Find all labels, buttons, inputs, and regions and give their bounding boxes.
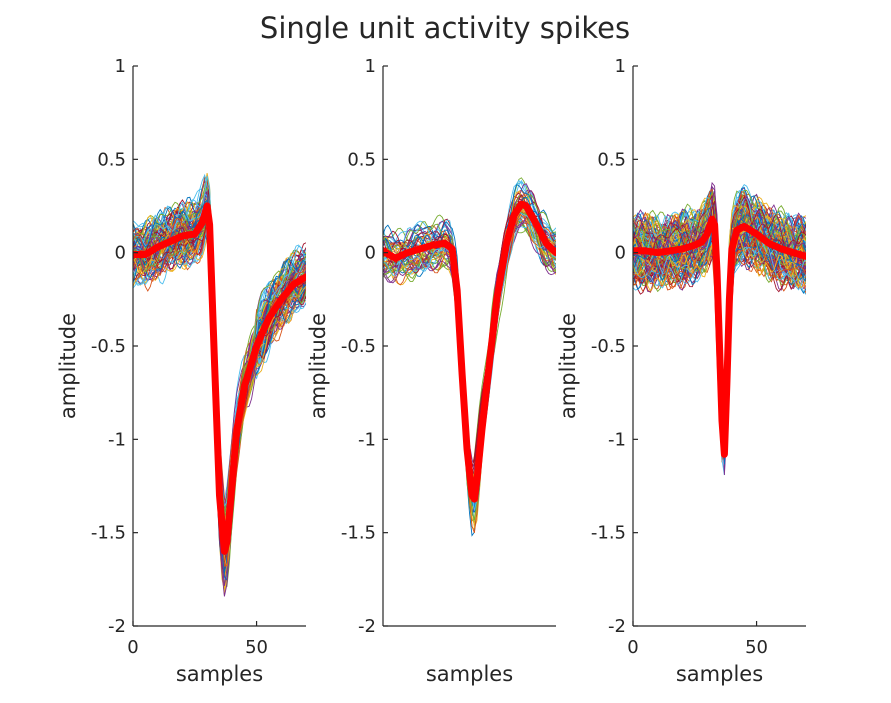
y-tick-label: -1.5 — [591, 523, 626, 544]
x-axis-label: samples — [426, 662, 513, 686]
y-tick-label: 0 — [115, 243, 126, 264]
x-tick-label: 50 — [245, 637, 268, 658]
y-tick-label: 0.5 — [347, 149, 376, 170]
y-tick-label: -0.5 — [341, 336, 376, 357]
x-axis-label: samples — [176, 662, 263, 686]
y-tick-label: -2 — [358, 616, 376, 637]
x-axis-label: samples — [676, 662, 763, 686]
y-tick-label: -1 — [108, 429, 126, 450]
y-tick-label: -0.5 — [591, 336, 626, 357]
y-tick-label: -1 — [608, 429, 626, 450]
mean-waveform — [133, 202, 306, 555]
y-axis-label: amplitude — [556, 313, 580, 419]
y-axis-label: amplitude — [306, 313, 330, 419]
y-tick-label: -1.5 — [341, 523, 376, 544]
subplots: -2 -1.5 -1 -0.5 0 0.5 1 0 50 samples amplitude -2 -1… — [56, 56, 806, 686]
y-tick-label: 1 — [115, 56, 126, 77]
y-tick-label: -2 — [608, 616, 626, 637]
spike-waveform — [383, 210, 556, 534]
y-tick-label: 0.5 — [597, 149, 626, 170]
subplot-middle: -2 -1.5 -1 -0.5 0 0.5 1 samples amplitude — [306, 56, 556, 686]
y-axis-label: amplitude — [56, 313, 80, 419]
mean-waveform — [383, 200, 556, 503]
y-tick-label: -1.5 — [91, 523, 126, 544]
y-tick-label: 0 — [365, 243, 376, 264]
x-tick-label: 50 — [745, 637, 768, 658]
subplot-right: -2 -1.5 -1 -0.5 0 0.5 1 0 50 samples amplitude — [556, 56, 806, 686]
subplot-left: -2 -1.5 -1 -0.5 0 0.5 1 0 50 samples amplitude — [56, 56, 306, 686]
y-tick-label: 1 — [365, 56, 376, 77]
y-tick-label: 1 — [615, 56, 626, 77]
y-tick-label: -2 — [108, 616, 126, 637]
y-tick-label: -0.5 — [91, 336, 126, 357]
y-tick-label: 0 — [615, 243, 626, 264]
figure-title: Single unit activity spikes — [260, 11, 630, 45]
y-tick-label: -1 — [358, 429, 376, 450]
x-tick-label: 0 — [127, 637, 138, 658]
x-tick-label: 0 — [627, 637, 638, 658]
y-tick-label: 0.5 — [97, 149, 126, 170]
mean-waveform — [633, 215, 806, 458]
